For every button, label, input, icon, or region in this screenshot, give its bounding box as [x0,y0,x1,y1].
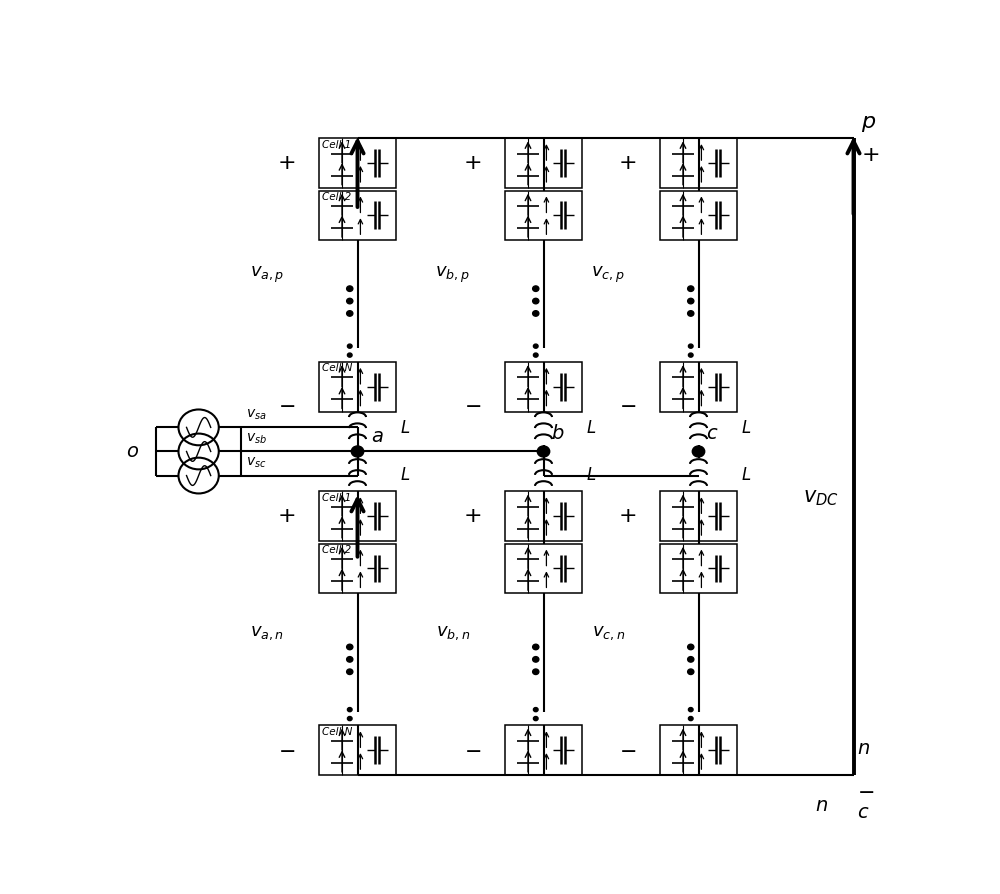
Text: Cell N: Cell N [322,363,352,374]
Circle shape [537,446,550,457]
Text: Cell 1: Cell 1 [322,139,351,149]
Bar [660,139,737,188]
Text: $c$: $c$ [706,425,719,443]
Circle shape [347,716,352,721]
Text: $-$: $-$ [619,740,637,760]
Text: $a$: $a$ [371,427,384,446]
Text: $n$: $n$ [815,796,828,814]
Text: $p$: $p$ [861,114,876,134]
Bar [505,362,582,411]
Bar [319,725,396,775]
Circle shape [533,311,539,316]
Bar [319,544,396,594]
Bar [505,190,582,240]
Text: $v_{sc}$: $v_{sc}$ [246,456,266,470]
Circle shape [688,716,693,721]
Circle shape [688,707,693,712]
Circle shape [351,446,364,457]
Text: Cell 1: Cell 1 [322,493,351,502]
Circle shape [688,656,694,662]
Text: $L$: $L$ [400,419,410,437]
Circle shape [533,669,539,674]
Bar [505,544,582,594]
Circle shape [533,299,539,304]
Text: $-$: $-$ [857,780,875,800]
Circle shape [533,286,539,291]
Circle shape [347,344,352,348]
Text: $v_{sa}$: $v_{sa}$ [246,408,266,422]
Circle shape [688,311,694,316]
Text: $v_{b,n}$: $v_{b,n}$ [436,624,470,642]
Circle shape [347,669,353,674]
Circle shape [688,286,694,291]
Circle shape [347,645,353,650]
Circle shape [533,707,538,712]
Text: Cell 2: Cell 2 [322,192,351,202]
Text: $-$: $-$ [464,740,482,760]
Circle shape [688,344,693,348]
Bar [660,492,737,541]
Circle shape [347,299,353,304]
Bar [319,190,396,240]
Text: $L$: $L$ [586,466,596,484]
Circle shape [347,311,353,316]
Circle shape [533,656,539,662]
Text: $b$: $b$ [551,425,565,443]
Bar [660,190,737,240]
Circle shape [347,286,353,291]
Text: $L$: $L$ [400,466,410,484]
Text: Cell N: Cell N [322,727,352,737]
Bar [660,544,737,594]
Text: $n$: $n$ [857,738,870,758]
Text: Cell 2: Cell 2 [322,545,351,555]
Text: $+$: $+$ [618,506,637,527]
Text: $L$: $L$ [741,466,751,484]
Text: $+$: $+$ [277,506,296,527]
Circle shape [692,446,705,457]
Circle shape [533,716,538,721]
Circle shape [688,669,694,674]
Circle shape [688,645,694,650]
Bar [660,362,737,411]
Text: $v_{sb}$: $v_{sb}$ [246,432,267,446]
Text: $+$: $+$ [463,153,482,173]
Bar [505,139,582,188]
Text: $+$: $+$ [277,153,296,173]
Circle shape [688,353,693,358]
Bar [505,725,582,775]
Text: $v_{DC}$: $v_{DC}$ [803,488,839,508]
Bar [660,725,737,775]
Circle shape [533,344,538,348]
Text: $v_{b,p}$: $v_{b,p}$ [435,265,470,285]
Text: $-$: $-$ [464,394,482,415]
Text: $-$: $-$ [619,394,637,415]
Bar [505,492,582,541]
Text: $v_{c,n}$: $v_{c,n}$ [592,624,625,642]
Text: $+$: $+$ [463,506,482,527]
Text: $o$: $o$ [126,442,139,461]
Bar [319,139,396,188]
Circle shape [533,645,539,650]
Circle shape [688,299,694,304]
Text: $c$: $c$ [857,803,870,822]
Circle shape [347,707,352,712]
Text: $-$: $-$ [278,740,296,760]
Text: $-$: $-$ [278,394,296,415]
Text: $v_{a,p}$: $v_{a,p}$ [250,265,284,285]
Text: $+$: $+$ [861,145,880,165]
Circle shape [347,656,353,662]
Text: $+$: $+$ [618,153,637,173]
Circle shape [533,353,538,358]
Bar [319,362,396,411]
Text: $v_{c,p}$: $v_{c,p}$ [591,265,625,285]
Text: $L$: $L$ [741,419,751,437]
Circle shape [347,353,352,358]
Text: $v_{a,n}$: $v_{a,n}$ [250,624,284,642]
Bar [319,492,396,541]
Text: $L$: $L$ [586,419,596,437]
